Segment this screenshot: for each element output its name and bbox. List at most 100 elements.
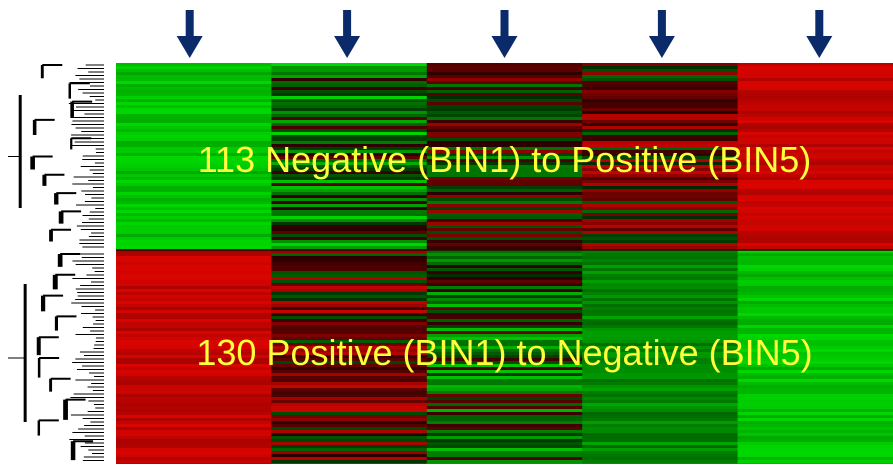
heatmap-cell: [116, 256, 272, 260]
heatmap-cell: [582, 298, 739, 302]
heatmap-cell: [271, 448, 428, 452]
heatmap-cell: [737, 442, 893, 446]
heatmap-cell: [271, 292, 428, 296]
heatmap-cell: [116, 439, 272, 443]
heatmap-cell: [271, 195, 428, 199]
heatmap-cell: [737, 180, 893, 184]
heatmap-cell: [582, 391, 739, 395]
heatmap-cell: [116, 250, 272, 254]
heatmap-cell: [116, 433, 272, 437]
heatmap-cell: [271, 358, 428, 362]
heatmap-cell: [737, 204, 893, 208]
heatmap-cell: [737, 162, 893, 166]
heatmap-cell: [426, 340, 583, 344]
heatmap-cell: [737, 198, 893, 202]
heatmap-cell: [426, 231, 583, 235]
heatmap-cell: [116, 159, 272, 163]
heatmap-cell: [116, 84, 272, 88]
heatmap-cell: [737, 370, 893, 374]
heatmap-cell: [271, 343, 428, 347]
heatmap-cell: [271, 322, 428, 326]
heatmap-cell: [426, 259, 583, 263]
heatmap-cell: [737, 325, 893, 329]
heatmap-cell: [426, 177, 583, 181]
heatmap-cell: [116, 304, 272, 308]
heatmap-cell: [582, 364, 739, 368]
heatmap-cell: [426, 319, 583, 323]
heatmap-cell: [426, 439, 583, 443]
heatmap-cell: [582, 183, 739, 187]
heatmap-cell: [426, 243, 583, 247]
heatmap-cell: [582, 379, 739, 383]
heatmap-cell: [582, 334, 739, 338]
heatmap-cell: [737, 313, 893, 317]
heatmap-cell: [116, 313, 272, 317]
heatmap-cell: [737, 256, 893, 260]
heatmap-cell: [116, 259, 272, 263]
heatmap-cell: [426, 286, 583, 290]
heatmap-cell: [426, 394, 583, 398]
heatmap-cell: [426, 436, 583, 440]
heatmap-cell: [271, 445, 428, 449]
heatmap-cell: [737, 207, 893, 211]
heatmap-cell: [426, 445, 583, 449]
heatmap-cell: [737, 439, 893, 443]
heatmap-cell: [582, 216, 739, 220]
heatmap-cell: [271, 397, 428, 401]
heatmap-cell: [582, 246, 739, 250]
heatmap-cell: [426, 102, 583, 106]
heatmap-cell: [582, 283, 739, 287]
heatmap-cell: [271, 147, 428, 151]
heatmap-cell: [737, 234, 893, 238]
heatmap-cell: [737, 409, 893, 413]
heatmap-cell: [271, 108, 428, 112]
heatmap-cell: [737, 379, 893, 383]
heatmap-cell: [426, 250, 583, 254]
heatmap-cell: [582, 99, 739, 103]
heatmap-cell: [426, 75, 583, 79]
heatmap-cell: [116, 418, 272, 422]
heatmap-cell: [737, 171, 893, 175]
cluster-label-bottom: 130 Positive (BIN1) to Negative (BIN5): [196, 332, 813, 373]
heatmap-cell: [582, 457, 739, 461]
heatmap-cell: [116, 111, 272, 115]
heatmap-cell: [737, 168, 893, 172]
heatmap-cell: [582, 135, 739, 139]
heatmap-cell: [582, 69, 739, 73]
heatmap-cell: [582, 445, 739, 449]
heatmap-cell: [426, 138, 583, 142]
heatmap-cell: [271, 90, 428, 94]
heatmap-cell: [582, 436, 739, 440]
heatmap-cell: [426, 370, 583, 374]
heatmap-cell: [271, 418, 428, 422]
heatmap-cell: [737, 427, 893, 431]
heatmap-cell: [271, 243, 428, 247]
heatmap-cell: [426, 174, 583, 178]
heatmap-cell: [426, 147, 583, 151]
heatmap-cell: [737, 186, 893, 190]
heatmap-cell: [737, 132, 893, 136]
heatmap-cell: [271, 361, 428, 365]
down-arrow-icon: [806, 10, 833, 58]
heatmap-cell: [426, 277, 583, 281]
heatmap-cell: [116, 108, 272, 112]
heatmap-cell: [737, 412, 893, 416]
heatmap-cell: [582, 331, 739, 335]
heatmap-cell: [582, 400, 739, 404]
heatmap-cell: [116, 234, 272, 238]
heatmap-cell: [737, 222, 893, 226]
heatmap-cell: [737, 153, 893, 157]
heatmap-cell: [737, 63, 893, 67]
heatmap-cell: [271, 144, 428, 148]
heatmap-cell: [426, 415, 583, 419]
heatmap-cell: [582, 138, 739, 142]
heatmap-cell: [582, 123, 739, 127]
heatmap-cell: [116, 373, 272, 377]
heatmap-cell: [271, 69, 428, 73]
heatmap-column-2: [271, 63, 428, 253]
heatmap-cell: [116, 246, 272, 250]
heatmap-cell: [426, 316, 583, 320]
heatmap-cell: [582, 219, 739, 223]
heatmap-cell: [271, 415, 428, 419]
heatmap-cell: [426, 78, 583, 82]
